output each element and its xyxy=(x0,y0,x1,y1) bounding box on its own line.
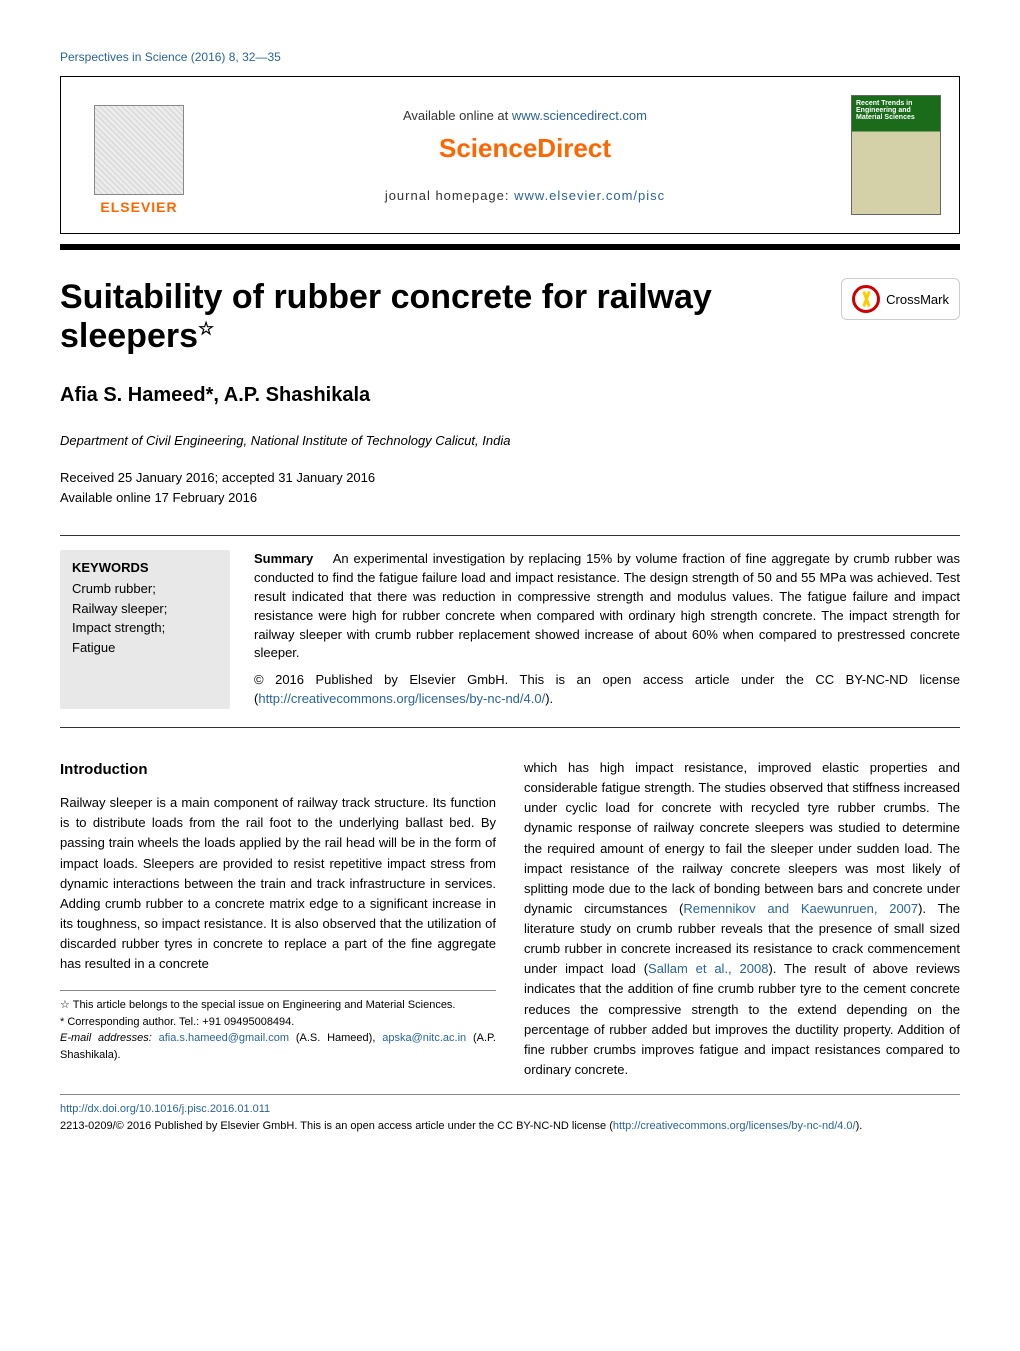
article-dates: Received 25 January 2016; accepted 31 Ja… xyxy=(60,468,960,507)
homepage-url[interactable]: www.elsevier.com/pisc xyxy=(514,188,665,203)
online-date: Available online 17 February 2016 xyxy=(60,488,960,508)
crossmark-icon xyxy=(852,285,880,313)
keywords-box: KEYWORDS Crumb rubber; Railway sleeper; … xyxy=(60,550,230,709)
masthead-center: Available online at www.sciencedirect.co… xyxy=(219,108,831,203)
available-label: Available online at xyxy=(403,108,512,123)
doi-line-a: 2213-0209/© 2016 Published by Elsevier G… xyxy=(60,1120,613,1132)
intro-column-right: which has high impact resistance, improv… xyxy=(524,758,960,1080)
citation-1[interactable]: Remennikov and Kaewunruen, 2007 xyxy=(683,901,918,916)
journal-cover-thumbnail: Recent Trends in Engineering and Materia… xyxy=(851,95,941,215)
doi-copyright-line: 2213-0209/© 2016 Published by Elsevier G… xyxy=(60,1118,960,1135)
masthead: ELSEVIER Available online at www.science… xyxy=(60,76,960,234)
intro-paragraph-left: Railway sleeper is a main component of r… xyxy=(60,793,496,974)
summary-heading: Summary xyxy=(254,551,313,566)
email-2[interactable]: apska@nitc.ac.in xyxy=(382,1032,466,1044)
intro-paragraph-right: which has high impact resistance, improv… xyxy=(524,758,960,1080)
introduction-block: Introduction Railway sleeper is a main c… xyxy=(60,758,960,1080)
intro-right-c: ). The result of above reviews indicates… xyxy=(524,961,960,1077)
received-date: Received 25 January 2016; accepted 31 Ja… xyxy=(60,468,960,488)
affiliation: Department of Civil Engineering, Nationa… xyxy=(60,433,960,448)
license-link[interactable]: http://creativecommons.org/licenses/by-n… xyxy=(258,691,545,706)
sciencedirect-url[interactable]: www.sciencedirect.com xyxy=(512,108,647,123)
title-row: Suitability of rubber concrete for railw… xyxy=(60,278,960,356)
keywords-heading: KEYWORDS xyxy=(72,560,218,575)
cover-title: Recent Trends in Engineering and Materia… xyxy=(856,100,936,121)
journal-reference: Perspectives in Science (2016) 8, 32—35 xyxy=(60,50,960,64)
elsevier-wordmark: ELSEVIER xyxy=(100,199,177,215)
summary-column: Summary An experimental investigation by… xyxy=(254,550,960,709)
crossmark-label: CrossMark xyxy=(886,292,949,307)
intro-right-a: which has high impact resistance, improv… xyxy=(524,760,960,916)
title-text: Suitability of rubber concrete for railw… xyxy=(60,278,712,355)
homepage-label: journal homepage: xyxy=(385,188,514,203)
journal-homepage-line: journal homepage: www.elsevier.com/pisc xyxy=(219,188,831,203)
title-footnote-marker: ☆ xyxy=(198,319,214,339)
elsevier-tree-icon xyxy=(94,105,184,195)
email-1[interactable]: afia.s.hameed@gmail.com xyxy=(159,1032,289,1044)
intro-column-left: Introduction Railway sleeper is a main c… xyxy=(60,758,496,1080)
email-label: E-mail addresses: xyxy=(60,1032,159,1044)
footnote-emails: E-mail addresses: afia.s.hameed@gmail.co… xyxy=(60,1030,496,1063)
citation-2[interactable]: Sallam et al., 2008 xyxy=(648,961,768,976)
elsevier-logo: ELSEVIER xyxy=(79,95,199,215)
email-1-who: (A.S. Hameed), xyxy=(289,1032,382,1044)
keywords-list: Crumb rubber; Railway sleeper; Impact st… xyxy=(72,579,218,657)
summary-text: An experimental investigation by replaci… xyxy=(254,551,960,660)
doi-link[interactable]: http://dx.doi.org/10.1016/j.pisc.2016.01… xyxy=(60,1103,270,1115)
page: Perspectives in Science (2016) 8, 32—35 … xyxy=(0,0,1020,1184)
doi-line-b: ). xyxy=(856,1120,863,1132)
abstract-block: KEYWORDS Crumb rubber; Railway sleeper; … xyxy=(60,535,960,728)
footnote-corresponding: * Corresponding author. Tel.: +91 094950… xyxy=(60,1014,496,1031)
masthead-underline xyxy=(60,244,960,250)
introduction-heading: Introduction xyxy=(60,758,496,781)
authors: Afia S. Hameed*, A.P. Shashikala xyxy=(60,384,960,407)
crossmark-badge[interactable]: CrossMark xyxy=(841,278,960,320)
doi-block: http://dx.doi.org/10.1016/j.pisc.2016.01… xyxy=(60,1094,960,1134)
available-online-line: Available online at www.sciencedirect.co… xyxy=(219,108,831,123)
article-title: Suitability of rubber concrete for railw… xyxy=(60,278,821,356)
journal-reference-link[interactable]: Perspectives in Science (2016) 8, 32—35 xyxy=(60,50,281,64)
footnotes: ☆ This article belongs to the special is… xyxy=(60,990,496,1063)
doi-license-link[interactable]: http://creativecommons.org/licenses/by-n… xyxy=(613,1120,856,1132)
copyright-close: ). xyxy=(545,691,553,706)
footnote-star: ☆ This article belongs to the special is… xyxy=(60,997,496,1014)
sciencedirect-logo: ScienceDirect xyxy=(219,133,831,164)
summary-copyright: © 2016 Published by Elsevier GmbH. This … xyxy=(254,671,960,709)
